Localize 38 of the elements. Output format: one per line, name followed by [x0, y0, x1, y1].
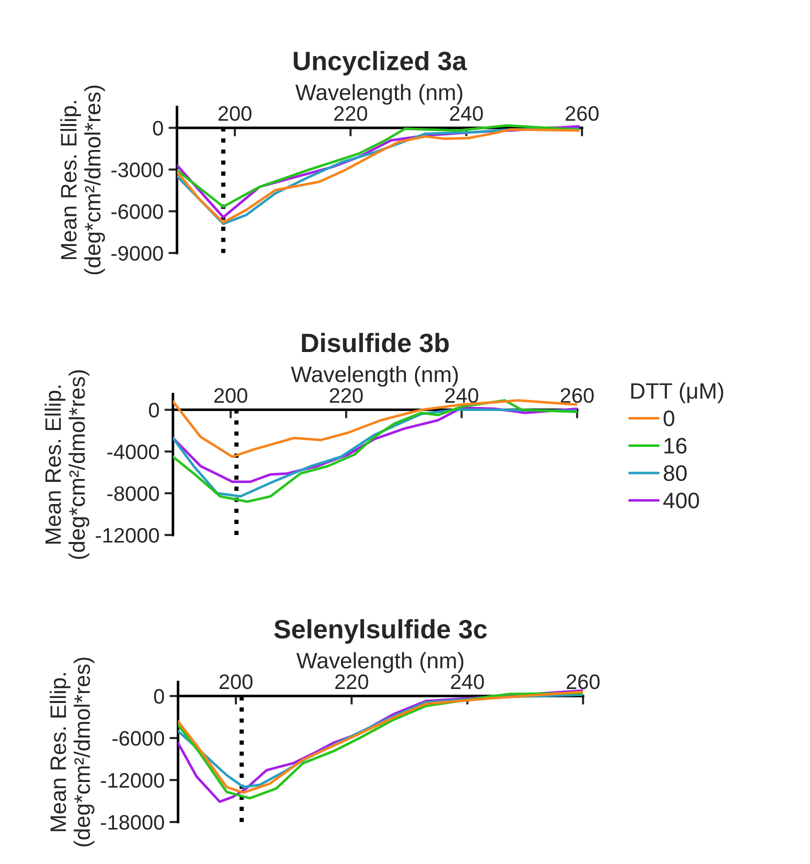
- y-tick-label: -12000: [100, 773, 164, 788]
- legend-label: 80: [664, 465, 687, 482]
- x-axis-title: Wavelength (nm): [295, 84, 462, 105]
- y-tick-label: -8000: [107, 486, 159, 502]
- y-tick-label: 0: [154, 689, 164, 704]
- legend-label: 16: [664, 438, 687, 454]
- x-tick-label: 200: [214, 388, 248, 403]
- x-tick-label: 260: [560, 388, 594, 403]
- y-tick-label: -18000: [100, 815, 164, 830]
- y-tick-label: 0: [148, 402, 159, 418]
- y-tick-label: -12000: [96, 528, 159, 543]
- x-axis-title: Wavelength (nm): [290, 366, 458, 387]
- x-tick-label: 240: [445, 388, 478, 403]
- y-tick-label: -3000: [111, 162, 163, 178]
- y-axis-title: Mean Res. Ellip. (deg*cm²/dmol*res): [60, 86, 105, 274]
- y-tick-label: -6000: [112, 731, 164, 746]
- y-tick-label: -6000: [111, 204, 163, 220]
- y-axis-title: Mean Res. Ellip. (deg*cm²/dmol*res): [50, 658, 94, 846]
- x-tick-label: 240: [450, 674, 484, 690]
- x-tick-label: 220: [334, 106, 368, 121]
- x-tick-label: 220: [330, 388, 363, 403]
- y-tick-label: -9000: [111, 246, 163, 261]
- y-tick-label: 0: [153, 120, 163, 136]
- x-axis-title: Wavelength (nm): [296, 652, 464, 673]
- x-tick-label: 260: [566, 674, 600, 690]
- legend-label: 0: [664, 410, 674, 426]
- chart-title: Selenylsulfide 3c: [274, 619, 487, 644]
- x-tick-label: 200: [220, 674, 252, 690]
- x-tick-label: 200: [218, 106, 252, 121]
- legend-label: 400: [663, 492, 699, 508]
- y-axis-title: Mean Res. Ellip. (deg*cm²/dmol*res): [44, 370, 90, 559]
- legend-title: DTT (μM): [631, 382, 724, 404]
- y-tick-label: -4000: [107, 444, 159, 460]
- x-tick-label: 240: [450, 106, 483, 121]
- x-tick-label: 220: [335, 674, 368, 690]
- x-tick-label: 260: [566, 106, 599, 121]
- chart-title: Disulfide 3b: [302, 332, 449, 352]
- chart-title: Uncyclized 3a: [294, 50, 467, 76]
